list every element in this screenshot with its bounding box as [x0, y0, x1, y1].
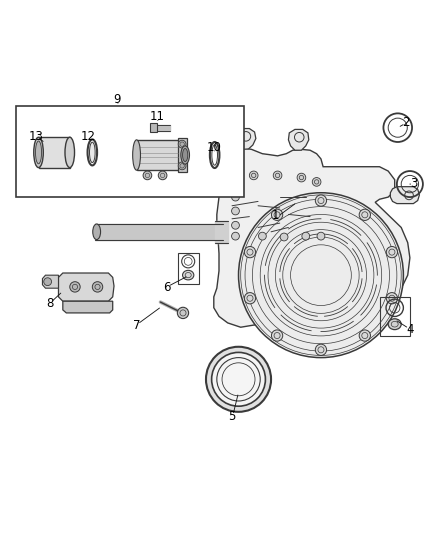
Circle shape [177, 308, 189, 319]
Text: 9: 9 [113, 93, 121, 106]
Circle shape [244, 246, 256, 258]
Circle shape [178, 162, 186, 169]
Circle shape [143, 171, 152, 180]
Text: 1: 1 [272, 209, 279, 222]
Circle shape [272, 330, 283, 341]
FancyBboxPatch shape [137, 140, 180, 170]
Circle shape [239, 193, 403, 358]
FancyBboxPatch shape [178, 138, 187, 172]
Text: 7: 7 [133, 319, 140, 332]
Circle shape [302, 232, 310, 240]
Circle shape [178, 140, 186, 148]
Text: 11: 11 [150, 110, 165, 123]
Circle shape [359, 330, 371, 341]
Ellipse shape [133, 140, 141, 170]
Ellipse shape [183, 270, 194, 280]
Circle shape [315, 344, 327, 356]
FancyBboxPatch shape [16, 106, 244, 197]
Ellipse shape [89, 142, 95, 163]
Text: 2: 2 [402, 116, 409, 129]
Circle shape [272, 209, 283, 221]
Circle shape [244, 293, 256, 304]
Ellipse shape [181, 146, 190, 164]
Ellipse shape [65, 137, 74, 167]
Circle shape [70, 281, 80, 292]
Polygon shape [390, 187, 420, 204]
Circle shape [232, 221, 240, 229]
Circle shape [232, 207, 240, 215]
Circle shape [44, 278, 52, 286]
Circle shape [317, 232, 325, 240]
Circle shape [92, 281, 103, 292]
Circle shape [386, 293, 398, 304]
Text: 4: 4 [406, 323, 413, 336]
Circle shape [206, 347, 271, 412]
Circle shape [312, 177, 321, 186]
Ellipse shape [35, 141, 42, 164]
Ellipse shape [34, 137, 43, 167]
FancyBboxPatch shape [39, 137, 70, 167]
FancyBboxPatch shape [151, 123, 156, 132]
Circle shape [386, 246, 398, 258]
Polygon shape [63, 301, 113, 313]
Polygon shape [236, 128, 256, 149]
Text: 13: 13 [28, 130, 43, 143]
Text: 5: 5 [228, 410, 236, 423]
Circle shape [212, 352, 265, 406]
Text: 12: 12 [81, 130, 95, 143]
Text: 10: 10 [206, 141, 221, 154]
Circle shape [280, 233, 288, 241]
Polygon shape [59, 273, 114, 301]
Polygon shape [288, 130, 309, 150]
Ellipse shape [93, 224, 101, 240]
Polygon shape [223, 171, 328, 236]
Text: 3: 3 [410, 177, 418, 190]
Text: 6: 6 [163, 281, 171, 294]
Circle shape [232, 232, 240, 240]
Ellipse shape [183, 149, 188, 161]
Circle shape [258, 232, 266, 240]
Circle shape [226, 173, 234, 182]
Circle shape [158, 171, 167, 180]
Text: 8: 8 [46, 297, 53, 310]
Ellipse shape [388, 319, 401, 329]
Circle shape [315, 195, 327, 206]
Circle shape [297, 173, 306, 182]
Circle shape [273, 171, 282, 180]
Circle shape [359, 209, 371, 221]
Circle shape [249, 171, 258, 180]
Polygon shape [214, 147, 410, 336]
Circle shape [232, 193, 240, 201]
Polygon shape [42, 275, 59, 288]
